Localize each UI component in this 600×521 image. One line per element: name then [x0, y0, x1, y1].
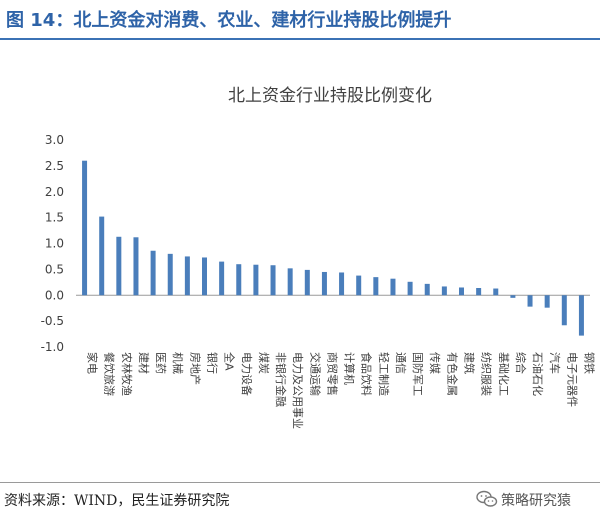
bar [476, 288, 482, 296]
x-tick-label: 建材 [137, 352, 151, 374]
bar [304, 269, 310, 296]
x-tick-label: 电力设备 [240, 352, 254, 396]
bar [321, 271, 327, 296]
bar [253, 264, 259, 296]
x-tick-label: 建筑 [463, 352, 477, 374]
x-tick-label: 通信 [394, 352, 407, 374]
x-tick-label: 纺织服装 [480, 352, 494, 396]
y-axis: 3.0 2.5 2.0 1.5 1.0 0.5 0.0 -0.5 -1.0 [41, 133, 590, 354]
bar [236, 264, 242, 296]
bar [287, 268, 293, 296]
bar [459, 287, 464, 296]
x-tick-label: 餐饮旅游 [103, 352, 117, 396]
wechat-icon [476, 490, 498, 507]
source-divider [0, 482, 600, 483]
x-tick-label: 电力及公用事业 [291, 352, 304, 429]
bar [578, 295, 584, 336]
x-tick-label: 非银行金融 [274, 352, 288, 407]
x-tick-label: 计算机 [343, 352, 357, 385]
x-tick-label: 食品饮料 [360, 352, 374, 396]
x-axis-labels: 家电 餐饮旅游 农林牧渔 建材 医药 机械 房地产 银行 全A 电力设备 煤炭 非银行金融 电力及公用事… [86, 352, 596, 429]
bar [270, 265, 276, 296]
y-tick-label: 2.0 [45, 185, 64, 199]
x-tick-label: 医药 [154, 352, 167, 374]
bar [82, 160, 88, 296]
y-tick-label: 2.5 [45, 159, 64, 173]
y-tick-label: 0.0 [45, 288, 64, 302]
source-note: 资料来源：WIND，民生证券研究院 [4, 493, 230, 509]
bar [133, 237, 139, 296]
bar [493, 288, 499, 296]
y-tick-label: 1.0 [45, 237, 64, 251]
bar [167, 253, 173, 296]
x-tick-label: 有色金属 [445, 352, 459, 396]
bar [441, 286, 447, 296]
watermark-text: 策略研究猿 [501, 493, 571, 509]
x-tick-label: 石油石化 [531, 352, 545, 396]
y-tick-label: -1.0 [41, 340, 64, 354]
chart-title: 北上资金行业持股比例变化 [228, 86, 432, 106]
x-tick-label: 综合 [514, 352, 528, 374]
bar [99, 216, 105, 296]
bar [527, 295, 533, 307]
y-tick-label: 0.5 [45, 262, 64, 276]
bar [407, 281, 413, 296]
x-tick-label: 传媒 [428, 352, 441, 374]
x-tick-label: 交通运输 [308, 352, 322, 396]
bar [373, 277, 379, 296]
bar [184, 256, 190, 296]
bar [150, 250, 156, 296]
bar [510, 295, 516, 298]
bar [202, 257, 207, 296]
x-tick-label: 基础化工 [497, 352, 511, 396]
x-tick-label: 银行 [206, 352, 220, 374]
y-tick-label: 1.5 [45, 211, 64, 225]
x-tick-label: 房地产 [188, 352, 202, 385]
x-tick-label: 商贸零售 [325, 352, 339, 396]
y-tick-label: 3.0 [45, 133, 64, 147]
x-tick-label: 煤炭 [257, 352, 270, 374]
figure-header: 图 14：北上资金对消费、农业、建材行业持股比例提升 [0, 0, 600, 40]
x-tick-label: 汽车 [548, 352, 562, 374]
x-tick-label: 家电 [86, 352, 100, 374]
x-tick-label: 全A [223, 352, 237, 371]
bar [356, 275, 362, 296]
bar [561, 295, 567, 326]
x-tick-label: 农林牧渔 [120, 352, 134, 396]
bar [544, 295, 550, 308]
bar [339, 272, 345, 296]
bar [219, 261, 225, 296]
x-tick-label: 钢铁 [582, 352, 595, 374]
bar-chart: 北上资金行业持股比例变化 3.0 2.5 2.0 1.5 1.0 0.5 0.0 -0.5 -1… [41, 86, 596, 429]
x-tick-label: 国防军工 [411, 352, 425, 396]
x-tick-label: 机械 [171, 352, 185, 374]
figure-title: 图 14：北上资金对消费、农业、建材行业持股比例提升 [6, 10, 452, 31]
bars [82, 160, 584, 336]
bar [116, 236, 122, 296]
x-tick-label: 轻工制造 [377, 352, 391, 396]
bar [390, 278, 396, 296]
x-tick-label: 电子元器件 [565, 352, 578, 407]
y-tick-label: -0.5 [41, 314, 64, 328]
bar [424, 283, 430, 296]
